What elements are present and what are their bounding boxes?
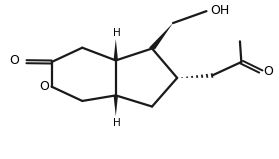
Text: OH: OH bbox=[210, 4, 229, 17]
Text: H: H bbox=[113, 118, 121, 128]
Text: O: O bbox=[39, 80, 49, 93]
Text: O: O bbox=[10, 54, 20, 67]
Text: H: H bbox=[113, 28, 121, 38]
Text: O: O bbox=[264, 65, 273, 78]
Polygon shape bbox=[114, 39, 118, 60]
Polygon shape bbox=[114, 95, 118, 116]
Polygon shape bbox=[149, 23, 173, 49]
